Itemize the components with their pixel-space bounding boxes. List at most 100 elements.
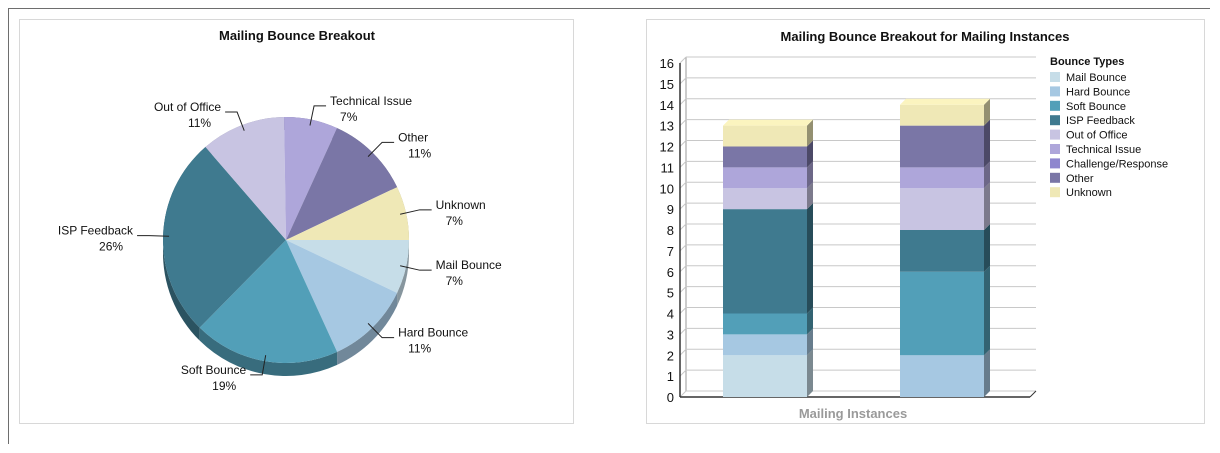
pie-side-soft-bounce	[199, 327, 338, 376]
pie-slice-mail-bounce[interactable]	[286, 240, 409, 293]
leader-line-technical-issue	[309, 105, 327, 126]
y-tick-label: 0	[667, 390, 674, 405]
pie-slice-soft-bounce[interactable]	[199, 240, 338, 363]
legend-item-unknown[interactable]: Unknown	[1066, 187, 1112, 199]
bar-segment-hard-bounce[interactable]	[723, 334, 807, 356]
pie-label-other: Other	[398, 130, 428, 144]
legend-swatch-unknown	[1050, 187, 1060, 198]
bar-side-unknown	[984, 98, 990, 126]
bar-side-hard-bounce	[807, 328, 813, 356]
bar-segment-isp-feedback[interactable]	[900, 230, 984, 272]
bar-segment-mail-bounce[interactable]	[723, 355, 807, 397]
legend-swatch-other	[1050, 172, 1060, 183]
pie-chart-panel: Mailing Bounce Breakout Mail Bounce 7% Har…	[19, 19, 574, 424]
bar-segment-soft-bounce[interactable]	[723, 313, 807, 335]
bar-segment-other[interactable]	[723, 146, 807, 168]
pie-slice-unknown[interactable]	[286, 187, 409, 240]
legend-item-mail-bounce[interactable]: Mail Bounce	[1066, 72, 1127, 84]
bar-chart-panel: Mailing Bounce Breakout for Mailing Inst…	[646, 19, 1205, 424]
bar-side-out-of-office	[807, 182, 813, 210]
bar-segment-out-of-office[interactable]	[900, 188, 984, 230]
y-tick-label: 2	[667, 348, 674, 363]
y-tick-label: 7	[667, 244, 674, 259]
pie-slices	[162, 117, 409, 363]
legend-swatch-mail-bounce	[1050, 72, 1060, 82]
pie-label-soft-bounce: Soft Bounce	[181, 363, 247, 377]
outer-frame	[8, 8, 1210, 444]
pie-pct-unknown: 7%	[446, 214, 464, 228]
legend-swatch-isp-feedback	[1050, 115, 1060, 126]
legend-swatch-hard-bounce	[1050, 86, 1060, 97]
pie-side-hard-bounce	[337, 292, 398, 365]
y-tick-label: 4	[667, 307, 674, 322]
bar-segment-soft-bounce[interactable]	[900, 271, 984, 356]
pie-slice-technical-issue[interactable]	[284, 117, 338, 240]
floor-edge	[1029, 390, 1037, 398]
legend-item-out-of-office[interactable]: Out of Office	[1066, 130, 1128, 142]
legend-item-technical-issue[interactable]: Technical Issue	[1066, 144, 1141, 156]
legend-item-hard-bounce[interactable]: Hard Bounce	[1066, 86, 1130, 98]
y-tick-label: 15	[660, 77, 674, 92]
bar-chart-title: Mailing Bounce Breakout for Mailing Inst…	[781, 29, 1070, 44]
legend-item-isp-feedback[interactable]: ISP Feedback	[1066, 115, 1135, 127]
pie-label-hard-bounce: Hard Bounce	[398, 326, 468, 340]
pie-slice-isp-feedback[interactable]	[162, 147, 286, 328]
pie-label-isp-feedback: ISP Feedback	[58, 224, 134, 238]
y-tick-label: 1	[667, 369, 674, 384]
stacked-bar-chart: Mailing Bounce Breakout for Mailing Inst…	[660, 29, 1169, 421]
pie-label-unknown: Unknown	[436, 198, 486, 212]
bar-segment-other[interactable]	[900, 125, 984, 168]
pie-label-technical-issue: Technical Issue	[330, 94, 412, 108]
bar-segment-technical-issue[interactable]	[723, 167, 807, 189]
leader-line-mail-bounce	[400, 265, 432, 271]
bar-side-mail-bounce	[807, 349, 813, 397]
pie-pct-soft-bounce: 19%	[212, 379, 236, 393]
legend-swatch-challenge-response	[1050, 158, 1060, 169]
pie-side-mail-bounce	[397, 240, 409, 306]
y-tick-label: 3	[667, 327, 674, 342]
y-tick-label: 13	[660, 119, 674, 134]
bar-segment-unknown[interactable]	[900, 104, 984, 126]
x-axis-label: Mailing Instances	[799, 406, 907, 421]
bar-side-other	[807, 140, 813, 168]
leader-line-out-of-office	[225, 111, 245, 131]
legend-item-soft-bounce[interactable]: Soft Bounce	[1066, 101, 1126, 113]
y-tick-label: 5	[667, 286, 674, 301]
legend-swatch-soft-bounce	[1050, 100, 1060, 111]
bar-segment-out-of-office[interactable]	[723, 188, 807, 210]
leader-line-hard-bounce	[367, 323, 395, 339]
pie-slice-other[interactable]	[286, 128, 398, 240]
bar-side-technical-issue	[984, 161, 990, 189]
legend-swatch-out-of-office	[1050, 129, 1060, 140]
legend-item-challenge-response[interactable]: Challenge/Response	[1066, 158, 1168, 170]
bar-side-hard-bounce	[984, 349, 990, 397]
bar-side-technical-issue	[807, 161, 813, 189]
legend-title: Bounce Types	[1050, 56, 1124, 68]
bar-segment-isp-feedback[interactable]	[723, 209, 807, 314]
bar-side-isp-feedback	[807, 203, 813, 314]
pie-label-out-of-office: Out of Office	[154, 100, 221, 114]
leader-line-other	[367, 141, 395, 157]
bar-side-isp-feedback	[984, 224, 990, 272]
legend-item-other[interactable]: Other	[1066, 173, 1094, 185]
y-tick-label: 9	[667, 202, 674, 217]
y-tick-label: 11	[661, 160, 675, 175]
leader-line-unknown	[400, 209, 432, 215]
bar-segment-unknown[interactable]	[723, 125, 807, 147]
bar-side-unknown	[807, 119, 813, 147]
legend-swatch-technical-issue	[1050, 144, 1060, 154]
bar-segment-hard-bounce[interactable]	[900, 355, 984, 397]
pie-label-mail-bounce: Mail Bounce	[436, 258, 502, 272]
bar-side-soft-bounce	[984, 265, 990, 356]
bar-segment-technical-issue[interactable]	[900, 167, 984, 189]
pie-slice-out-of-office[interactable]	[205, 117, 286, 240]
pie-pct-mail-bounce: 7%	[446, 274, 464, 288]
pie-pct-isp-feedback: 26%	[99, 240, 123, 254]
bar-top-face	[723, 119, 813, 126]
y-tick-label: 10	[660, 181, 674, 196]
leader-line-soft-bounce	[250, 355, 267, 376]
pie-slice-hard-bounce[interactable]	[286, 240, 398, 352]
pie-chart-title: Mailing Bounce Breakout	[219, 28, 376, 43]
bar-side-soft-bounce	[807, 307, 813, 335]
pie-labels: Mail Bounce 7% Hard Bounce 11% Soft Bounce 19…	[58, 94, 502, 393]
